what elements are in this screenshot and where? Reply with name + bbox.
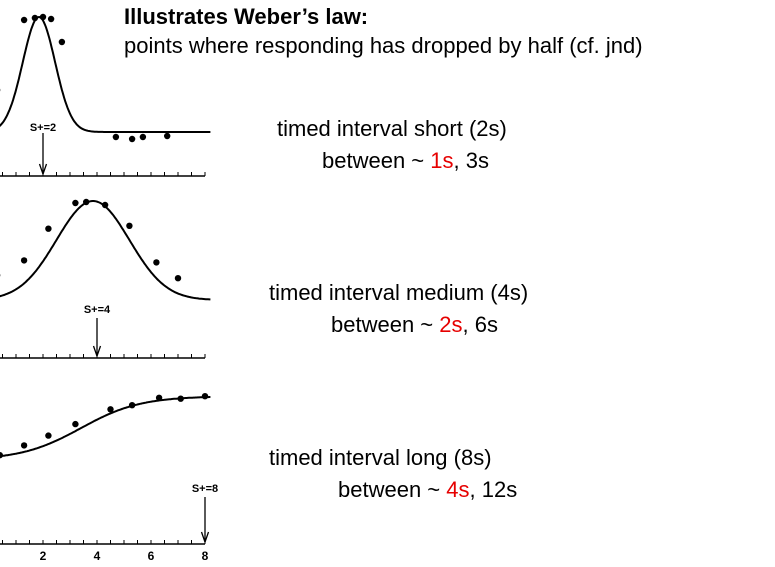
data-point xyxy=(58,38,66,46)
data-point xyxy=(128,402,136,409)
note-short: timed interval short (2s) between ~ 1s, … xyxy=(277,113,562,177)
data-point xyxy=(20,442,28,449)
data-point xyxy=(31,14,39,22)
note-short-line1: timed interval short (2s) xyxy=(277,116,507,141)
note-short-suffix: , 3s xyxy=(453,148,489,173)
data-point xyxy=(39,13,47,21)
data-point xyxy=(177,395,184,402)
slide-subtitle: points where responding has dropped by h… xyxy=(124,33,643,58)
data-point xyxy=(45,225,52,232)
note-short-line2: between ~ 1s, 3s xyxy=(277,145,562,177)
note-medium-line2: between ~ 2s, 6s xyxy=(269,309,599,341)
note-long-prefix: between ~ xyxy=(338,477,447,502)
data-point xyxy=(155,394,163,401)
data-point xyxy=(101,201,109,209)
data-point xyxy=(164,132,171,140)
data-point xyxy=(128,135,136,143)
data-point xyxy=(126,222,133,229)
data-point xyxy=(174,275,182,282)
data-point xyxy=(20,257,28,264)
note-medium-prefix: between ~ xyxy=(331,312,440,337)
data-point xyxy=(47,15,55,23)
data-point xyxy=(83,198,90,206)
splus-label: S+=2 xyxy=(30,122,56,134)
data-point xyxy=(112,133,120,141)
splus-arrow-head xyxy=(38,163,48,176)
data-point xyxy=(45,432,52,439)
x-tick-label: 6 xyxy=(148,549,155,563)
splus-label: S+=4 xyxy=(84,304,111,316)
gradient-curve-1 xyxy=(0,15,211,133)
x-tick-label: 4 xyxy=(94,549,101,563)
note-medium-highlight: 2s xyxy=(439,312,463,337)
data-point xyxy=(72,420,79,428)
splus-arrow-head xyxy=(200,531,210,544)
note-medium-suffix: , 6s xyxy=(462,312,498,337)
x-tick-label: 2 xyxy=(40,549,47,563)
note-long-line2: between ~ 4s, 12s xyxy=(269,474,569,506)
splus-arrow-head xyxy=(92,345,102,358)
data-point xyxy=(72,199,79,207)
gradient-curve-2 xyxy=(0,200,211,301)
data-point xyxy=(107,406,114,413)
note-medium-line1: timed interval medium (4s) xyxy=(269,280,529,305)
note-medium: timed interval medium (4s) between ~ 2s,… xyxy=(269,277,599,341)
note-short-prefix: between ~ xyxy=(322,148,431,173)
data-point xyxy=(153,259,160,266)
note-short-highlight: 1s xyxy=(430,148,454,173)
x-tick-label: 8 xyxy=(202,549,209,563)
note-long: timed interval long (8s) between ~ 4s, 1… xyxy=(269,442,569,506)
data-point xyxy=(20,16,28,24)
data-point xyxy=(201,393,209,400)
data-point xyxy=(139,133,147,141)
slide-title: Illustrates Weber’s law: xyxy=(124,4,369,29)
note-long-highlight: 4s xyxy=(446,477,470,502)
gradient-curve-3 xyxy=(0,396,211,458)
splus-label: S+=8 xyxy=(192,483,218,495)
note-long-line1: timed interval long (8s) xyxy=(269,445,492,470)
data-point xyxy=(0,452,3,459)
note-long-suffix: , 12s xyxy=(469,477,518,502)
